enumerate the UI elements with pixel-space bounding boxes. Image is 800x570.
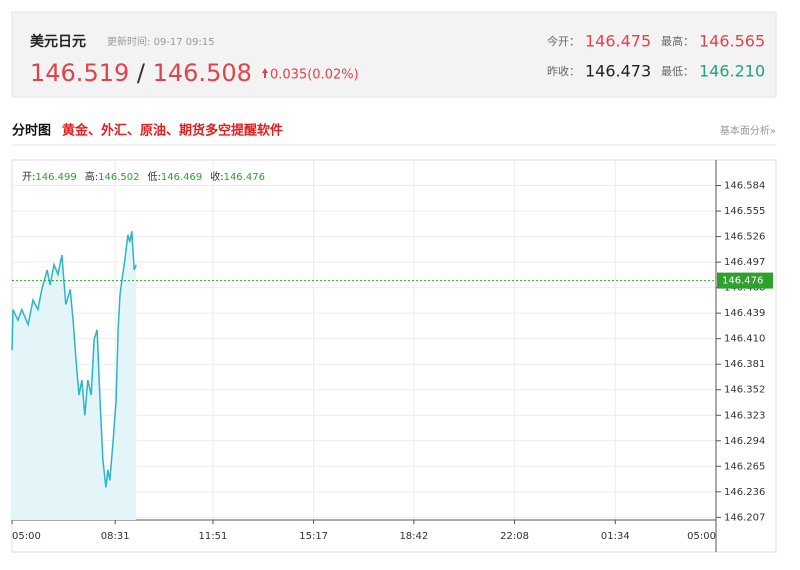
reference-label: 146.476 bbox=[722, 276, 763, 287]
separator: / bbox=[137, 59, 146, 87]
x-tick-label: 08:31 bbox=[101, 531, 130, 542]
y-tick-label: 146.381 bbox=[724, 359, 765, 370]
y-tick-label: 146.323 bbox=[724, 410, 765, 421]
bid: 146.519 bbox=[30, 59, 129, 87]
analysis-link[interactable]: 基本面分析» bbox=[720, 124, 776, 137]
x-tick-label: 01:34 bbox=[601, 531, 630, 542]
y-tick-label: 146.236 bbox=[724, 487, 765, 498]
update-time: 更新时间: 09-17 09:15 bbox=[107, 35, 215, 48]
stat-value: 146.210 bbox=[699, 62, 765, 81]
x-tick-label: 11:51 bbox=[199, 531, 228, 542]
up-arrow bbox=[262, 68, 268, 78]
stat-value: 146.475 bbox=[585, 32, 651, 51]
stat-label: 最高： bbox=[661, 34, 694, 48]
x-tick-label: 15:17 bbox=[299, 531, 328, 542]
y-tick-label: 146.207 bbox=[724, 512, 765, 523]
stat-label: 今开： bbox=[547, 34, 580, 48]
stat-label: 最低： bbox=[661, 65, 694, 78]
info-value: 146.469 bbox=[161, 172, 202, 183]
y-tick-label: 146.352 bbox=[724, 385, 765, 396]
info-label: 高: bbox=[85, 170, 98, 183]
y-tick-label: 146.555 bbox=[724, 206, 765, 217]
info-value: 146.499 bbox=[35, 172, 76, 183]
x-tick-label: 18:42 bbox=[399, 531, 428, 542]
y-tick-label: 146.294 bbox=[724, 436, 765, 447]
header-box bbox=[11, 11, 777, 98]
info-value: 146.502 bbox=[98, 172, 139, 183]
stat-value: 146.473 bbox=[585, 62, 651, 81]
y-tick-label: 146.584 bbox=[724, 181, 765, 192]
tab-title: 分时图 bbox=[12, 123, 51, 139]
info-label: 低: bbox=[147, 170, 160, 183]
ask: 146.508 bbox=[153, 59, 252, 87]
promo-link[interactable]: 黄金、外汇、原油、期货多空提醒软件 bbox=[62, 123, 283, 139]
stat-label: 昨收： bbox=[547, 64, 580, 78]
info-value: 146.476 bbox=[224, 172, 265, 183]
y-tick-label: 146.439 bbox=[724, 308, 765, 319]
update-label: 更新时间: bbox=[107, 35, 150, 48]
y-tick-label: 146.410 bbox=[724, 334, 765, 345]
change: 0.035(0.02%) bbox=[270, 68, 359, 83]
title: 美元日元 bbox=[30, 33, 86, 50]
price: 146.519 / 146.508 bbox=[30, 59, 252, 87]
y-tick-label: 146.497 bbox=[724, 257, 765, 268]
x-tick-label: 22:08 bbox=[500, 531, 529, 542]
x-tick-label: 05:00 bbox=[687, 531, 716, 542]
x-tick-label: 05:00 bbox=[12, 531, 41, 542]
y-tick-label: 146.265 bbox=[724, 461, 765, 472]
info-label: 收: bbox=[210, 170, 223, 183]
info-label: 开: bbox=[22, 172, 35, 183]
update-value: 09-17 09:15 bbox=[154, 37, 215, 48]
stat-value: 146.565 bbox=[699, 32, 765, 51]
info-line: 开:146.499 高:146.502 低:146.469 收:146.476 bbox=[22, 170, 265, 183]
line bbox=[11, 231, 137, 488]
y-tick-label: 146.526 bbox=[724, 232, 765, 243]
area bbox=[12, 231, 137, 521]
reference-label-box bbox=[717, 272, 773, 289]
